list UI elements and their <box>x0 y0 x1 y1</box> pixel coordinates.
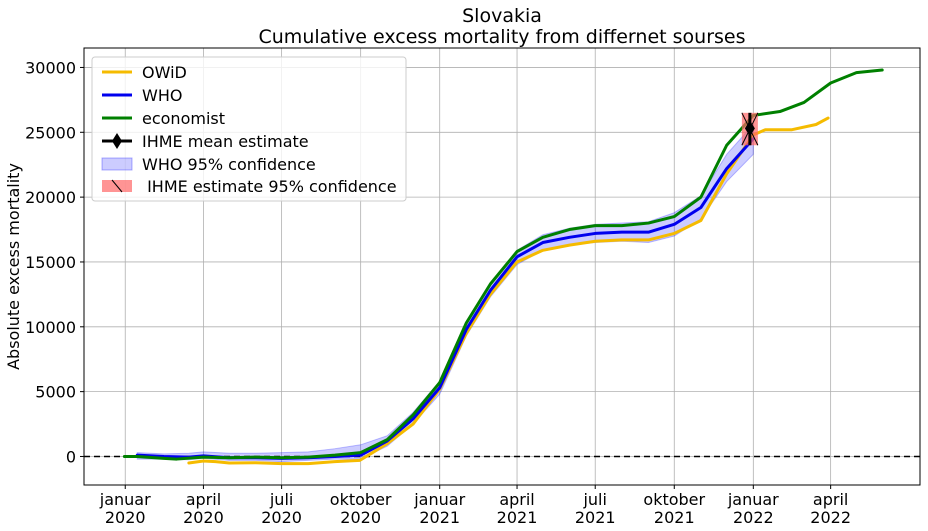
ticks: januar2020april2020juli2020oktober2020ja… <box>25 58 851 527</box>
x-tick-label: 2020 <box>261 508 302 527</box>
x-tick-label: 2020 <box>105 508 146 527</box>
legend-box <box>91 56 407 202</box>
x-tick-label: oktober <box>330 490 392 509</box>
y-tick-label: 10000 <box>25 318 76 337</box>
chart-title: Slovakia <box>462 5 542 27</box>
ihme-layer <box>741 112 759 146</box>
confidence-band-layer <box>136 123 754 463</box>
x-tick-label: 2021 <box>419 508 460 527</box>
x-tick-label: 2020 <box>340 508 381 527</box>
legend-item-ihme-ci: IHME estimate 95% confidence <box>102 177 397 196</box>
x-tick-label: 2021 <box>575 508 616 527</box>
legend-label-owid: OWiD <box>142 63 187 82</box>
y-tick-label: 15000 <box>25 253 76 272</box>
x-tick-label: oktober <box>643 490 705 509</box>
legend-label-ihme-mean: IHME mean estimate <box>142 132 309 151</box>
x-tick-label: 2021 <box>497 508 538 527</box>
y-axis-label: Absolute excess mortality <box>4 163 23 370</box>
plot-frame <box>83 47 921 486</box>
x-tick-label: januar <box>99 490 151 509</box>
legend-diamond-icon <box>112 133 122 149</box>
x-tick-label: juli <box>582 490 606 509</box>
chart-subtitle: Cumulative excess mortality from differn… <box>259 26 746 48</box>
legend-swatch-who-ci <box>101 157 133 171</box>
legend-item-who-ci: WHO 95% confidence <box>101 155 316 174</box>
x-tick-label: 2022 <box>810 508 851 527</box>
x-tick-label: 2021 <box>654 508 695 527</box>
x-tick-label: april <box>813 490 848 509</box>
legend-item-economist: economist <box>102 109 225 128</box>
x-tick-label: 2022 <box>733 508 774 527</box>
y-tick-label: 20000 <box>25 188 76 207</box>
x-tick-label: april <box>499 490 534 509</box>
who-confidence-band <box>136 123 754 463</box>
y-tick-label: 0 <box>66 447 76 466</box>
legend-label-economist: economist <box>142 109 225 128</box>
y-tick-label: 30000 <box>25 58 76 77</box>
x-tick-label: juli <box>269 490 293 509</box>
legend-label-who-ci: WHO 95% confidence <box>142 155 316 174</box>
y-tick-label: 5000 <box>35 383 76 402</box>
x-tick-label: april <box>186 490 221 509</box>
legend-item-who: WHO <box>102 86 182 105</box>
x-tick-label: januar <box>727 490 779 509</box>
y-tick-label: 25000 <box>25 123 76 142</box>
legend-hatch-icon <box>111 179 123 193</box>
ihme-mean-marker <box>744 120 755 137</box>
legend-label-who: WHO <box>142 86 182 105</box>
legend-item-ihme-mean: IHME mean estimate <box>102 132 309 151</box>
legend-item-owid: OWiD <box>102 63 187 82</box>
x-tick-label: 2020 <box>183 508 224 527</box>
legend: OWiD WHO economist IHME mean estimate WH… <box>91 56 407 202</box>
legend-label-ihme-ci: IHME estimate 95% confidence <box>142 177 397 196</box>
x-tick-label: januar <box>413 490 465 509</box>
